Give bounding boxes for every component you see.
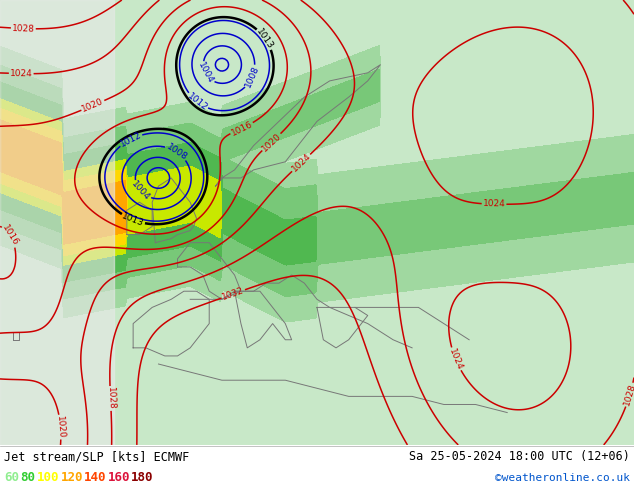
Text: 160: 160 [108,471,130,485]
Polygon shape [133,0,634,364]
Text: 1024: 1024 [447,347,464,371]
Text: 1028: 1028 [105,387,115,410]
Text: 1024: 1024 [482,199,505,209]
Polygon shape [539,0,634,340]
Text: 1020: 1020 [55,416,66,439]
Text: ©weatheronline.co.uk: ©weatheronline.co.uk [495,473,630,483]
Text: 1013: 1013 [120,211,145,228]
Polygon shape [158,364,507,445]
Text: 1012: 1012 [119,130,143,148]
Text: 1020: 1020 [81,97,105,114]
Polygon shape [0,0,114,445]
Text: 1024: 1024 [10,69,33,78]
Text: 140: 140 [84,471,107,485]
Text: 60: 60 [4,471,19,485]
Text: 1004: 1004 [130,180,152,203]
Polygon shape [0,0,127,445]
Text: 1008: 1008 [164,142,188,162]
Text: 1028: 1028 [12,24,35,33]
Text: 1013: 1013 [255,27,275,51]
Text: 100: 100 [37,471,60,485]
Text: 180: 180 [131,471,153,485]
Text: 1016: 1016 [230,119,254,138]
Text: 1016: 1016 [1,224,20,248]
Text: 1004: 1004 [197,61,215,85]
Text: 1008: 1008 [243,65,261,89]
Text: 1024: 1024 [290,152,313,174]
Text: 1012: 1012 [186,91,209,113]
Text: Sa 25-05-2024 18:00 UTC (12+06): Sa 25-05-2024 18:00 UTC (12+06) [409,450,630,464]
Text: 1028: 1028 [622,383,634,407]
Text: 1020: 1020 [260,131,283,153]
Text: 120: 120 [60,471,83,485]
Text: 1032: 1032 [221,286,245,302]
Text: 80: 80 [20,471,36,485]
Text: Jet stream/SLP [kts] ECMWF: Jet stream/SLP [kts] ECMWF [4,450,190,464]
